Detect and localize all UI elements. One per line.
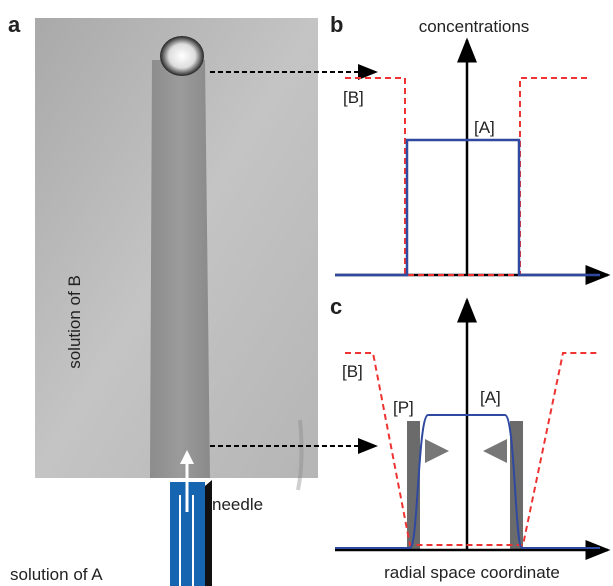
axis-label: radial space coordinate xyxy=(384,563,560,582)
curve-label: [A] xyxy=(474,118,495,137)
axis-label: concentrations xyxy=(419,17,530,36)
schematic-c xyxy=(335,297,611,560)
curve-label: [B] xyxy=(342,362,363,381)
needle-label: needle xyxy=(212,495,263,514)
curve-label: [P] xyxy=(393,398,414,417)
medium-label: solution of B xyxy=(65,275,84,369)
panel-label: a xyxy=(8,12,21,37)
panel-label: b xyxy=(330,12,343,37)
needle xyxy=(170,450,212,586)
curve-label: [A] xyxy=(480,388,501,407)
photo xyxy=(35,18,318,491)
curve-label: [B] xyxy=(343,88,364,107)
panel-label: c xyxy=(330,294,342,319)
inlet-label: solution of A xyxy=(10,565,103,584)
schematic-b xyxy=(335,37,611,285)
